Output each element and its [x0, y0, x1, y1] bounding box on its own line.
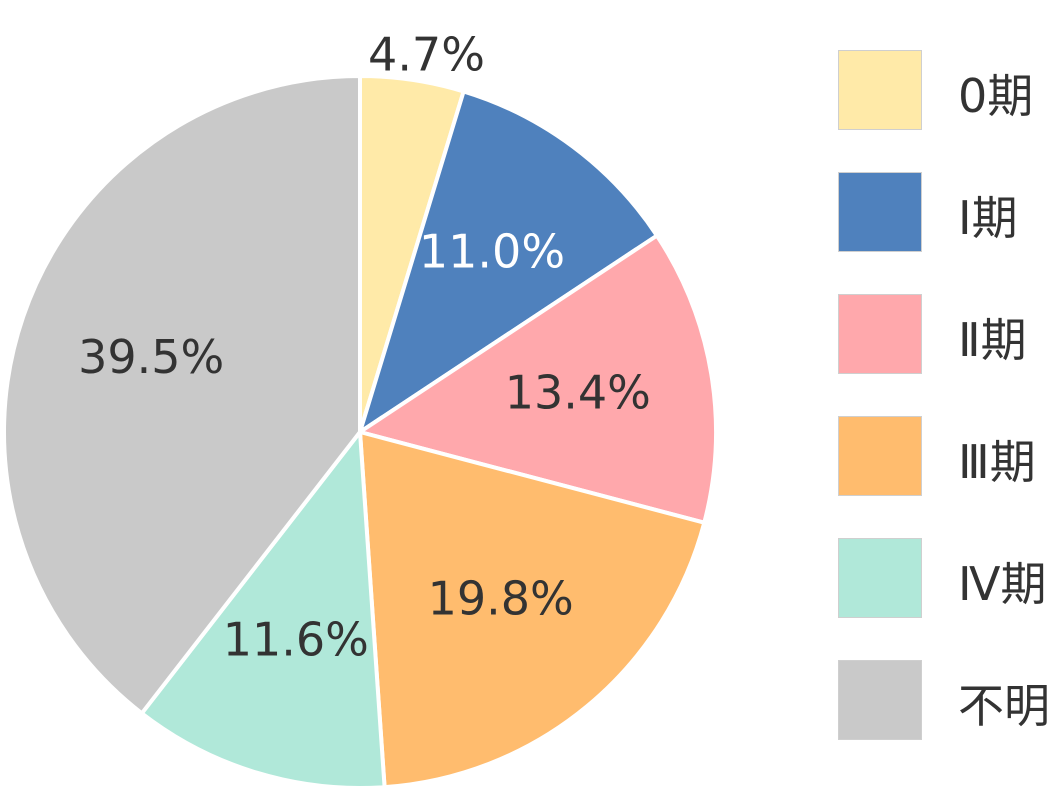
legend-item-stage-1: Ⅰ期 — [838, 172, 1060, 254]
slice-value-label: 39.5% — [78, 330, 224, 384]
legend-label: Ⅲ期 — [958, 435, 1036, 489]
slice-value-label: 19.8% — [428, 572, 574, 626]
legend-label: Ⅱ期 — [958, 313, 1027, 367]
pie-slice — [139, 430, 387, 790]
slice-value-label: 11.6% — [223, 613, 369, 667]
legend-swatch — [838, 660, 922, 740]
legend-label: Ⅰ期 — [958, 191, 1018, 245]
pie-slice — [358, 233, 718, 525]
pie-slice — [358, 89, 659, 434]
pie-chart: 4.7% 11.0% 13.4% 19.8% 11.6% 39.5% — [2, 28, 718, 790]
legend-label: 不明 — [958, 679, 1050, 733]
legend-swatch — [838, 172, 922, 252]
legend-label: 0期 — [958, 69, 1034, 123]
legend-label: Ⅳ期 — [958, 557, 1047, 611]
legend-item-stage-4: Ⅳ期 — [838, 538, 1060, 620]
slice-value-label: 11.0% — [419, 225, 565, 279]
legend-item-stage-2: Ⅱ期 — [838, 294, 1060, 376]
legend-swatch — [838, 416, 922, 496]
legend-item-stage-3: Ⅲ期 — [838, 416, 1060, 498]
slice-value-label: 13.4% — [505, 366, 651, 420]
legend-item-unknown: 不明 — [838, 660, 1060, 742]
pie-slice — [358, 430, 707, 790]
legend-swatch — [838, 50, 922, 130]
slice-value-label: 4.7% — [368, 28, 485, 82]
legend-swatch — [838, 538, 922, 618]
legend-item-stage-0: 0期 — [838, 50, 1060, 132]
pie-slice — [2, 74, 362, 716]
legend-swatch — [838, 294, 922, 374]
